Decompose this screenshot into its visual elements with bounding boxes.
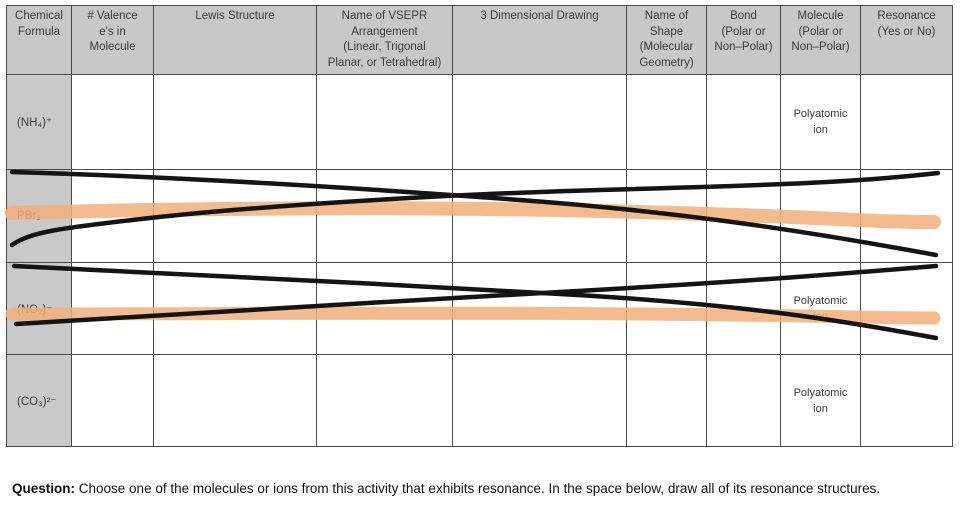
vsepr-cell[interactable] [316,354,453,447]
valence-cell[interactable] [71,262,154,355]
header-3d-drawing: 3 Dimensional Drawing [452,5,627,75]
vsepr-cell[interactable] [316,169,453,263]
header-vsepr-arrangement: Name of VSEPR Arrangement (Linear, Trigo… [316,5,453,75]
valence-cell[interactable] [71,74,154,170]
table-row: PBr₃ [6,169,953,263]
table-row: (NH₄)⁺ Polyatomic ion [6,74,953,170]
resonance-cell[interactable] [860,74,953,170]
header-molecular-shape: Name of Shape (Molecular Geometry) [626,5,707,75]
shape-cell[interactable] [626,354,707,447]
question-label: Question: [12,481,75,496]
formula-cell: (CO₃)²⁻ [6,354,72,447]
drawing-cell[interactable] [452,354,627,447]
question-prompt: Question: Choose one of the molecules or… [12,478,912,500]
valence-cell[interactable] [71,354,154,447]
header-molecule-polarity: Molecule (Polar or Non–Polar) [780,5,861,75]
worksheet-table-container: Chemical Formula # Valence e's in Molecu… [6,5,953,447]
bond-cell[interactable] [706,169,781,263]
header-resonance: Resonance (Yes or No) [860,5,953,75]
vsepr-worksheet-table: Chemical Formula # Valence e's in Molecu… [6,5,953,447]
vsepr-cell[interactable] [316,74,453,170]
header-row: Chemical Formula # Valence e's in Molecu… [6,5,953,75]
table-row: (NO₂)⁻ Polyatomic ion [6,262,953,355]
table-row: (CO₃)²⁻ Polyatomic ion [6,354,953,447]
valence-cell[interactable] [71,169,154,263]
shape-cell[interactable] [626,74,707,170]
bond-cell[interactable] [706,262,781,355]
resonance-cell[interactable] [860,262,953,355]
shape-cell[interactable] [626,262,707,355]
molecule-polarity-cell [780,169,861,263]
molecule-polarity-cell: Polyatomic ion [780,354,861,447]
molecule-polarity-cell: Polyatomic ion [780,262,861,355]
drawing-cell[interactable] [452,262,627,355]
header-lewis-structure: Lewis Structure [153,5,317,75]
question-text: Choose one of the molecules or ions from… [78,481,881,496]
shape-cell[interactable] [626,169,707,263]
lewis-cell[interactable] [153,354,317,447]
formula-cell: PBr₃ [6,169,72,263]
resonance-cell[interactable] [860,169,953,263]
header-valence-electrons: # Valence e's in Molecule [71,5,154,75]
resonance-cell[interactable] [860,354,953,447]
drawing-cell[interactable] [452,169,627,263]
drawing-cell[interactable] [452,74,627,170]
formula-cell: (NO₂)⁻ [6,262,72,355]
header-bond-polarity: Bond (Polar or Non–Polar) [706,5,781,75]
lewis-cell[interactable] [153,169,317,263]
formula-cell: (NH₄)⁺ [6,74,72,170]
header-chemical-formula: Chemical Formula [6,5,72,75]
molecule-polarity-cell: Polyatomic ion [780,74,861,170]
bond-cell[interactable] [706,74,781,170]
lewis-cell[interactable] [153,74,317,170]
bond-cell[interactable] [706,354,781,447]
lewis-cell[interactable] [153,262,317,355]
vsepr-cell[interactable] [316,262,453,355]
